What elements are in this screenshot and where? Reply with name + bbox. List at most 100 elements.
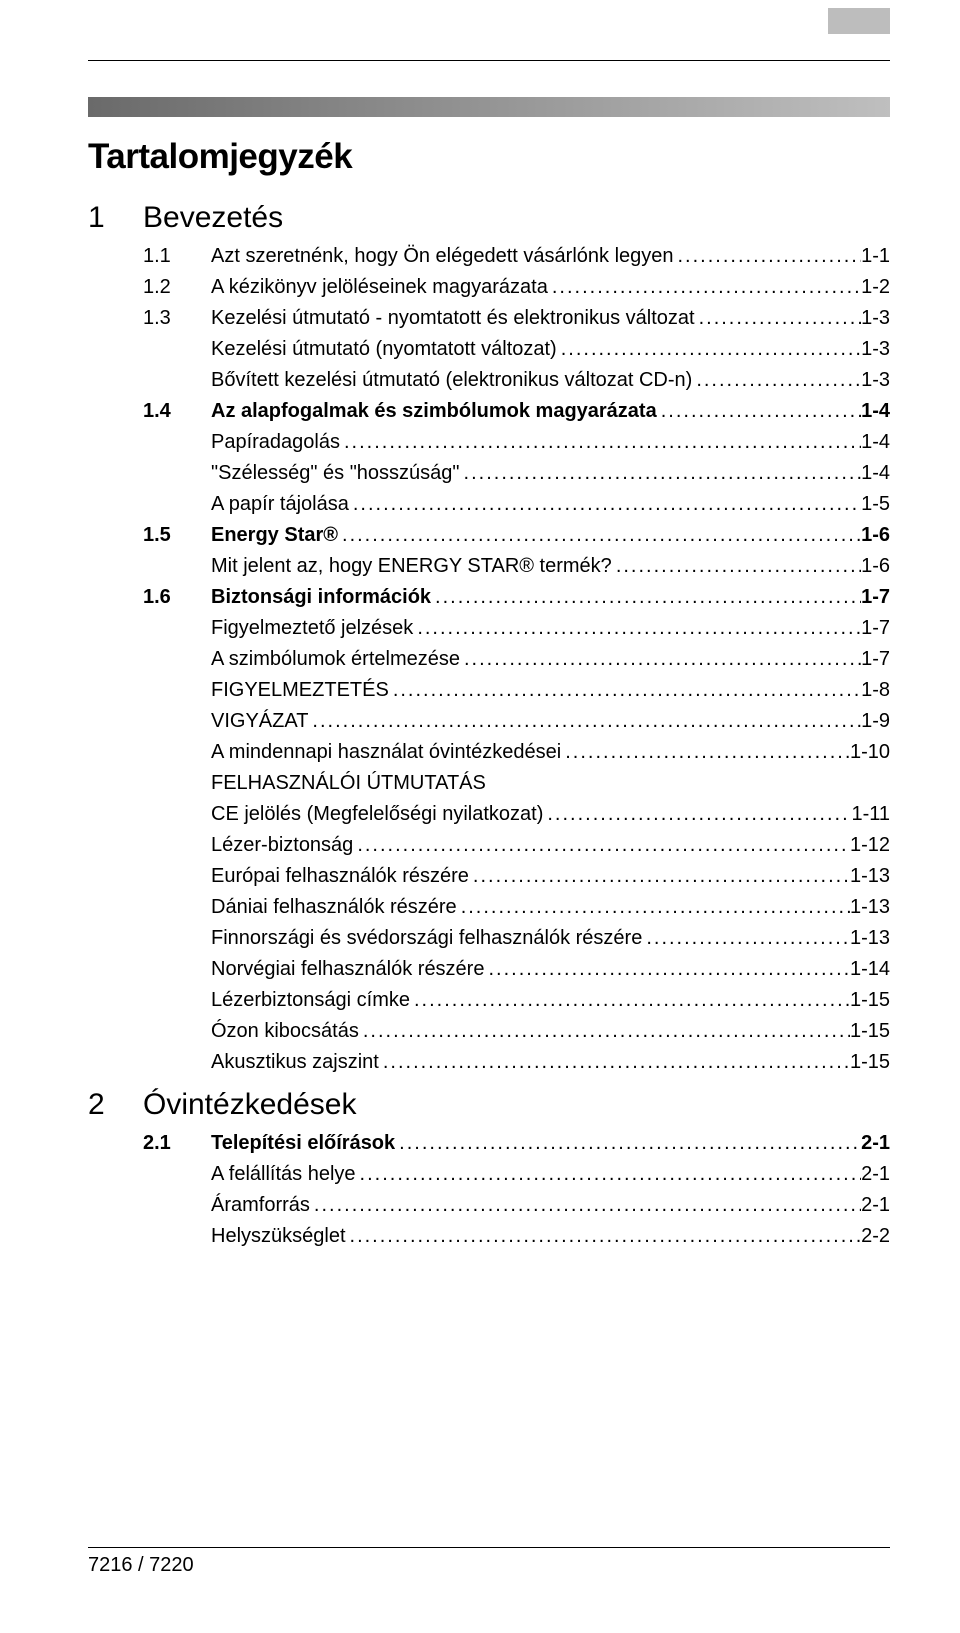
dot-leader	[379, 1047, 850, 1078]
toc-subsection: Ózon kibocsátás 1-15	[88, 1016, 890, 1047]
chapter-title: Óvintézkedések	[143, 1088, 356, 1122]
subsection-title: Bővített kezelési útmutató (elektronikus…	[211, 365, 692, 396]
dot-leader	[338, 520, 861, 551]
subsection-title: FELHASZNÁLÓI ÚTMUTATÁS	[211, 768, 486, 799]
document-page: Tartalomjegyzék 1Bevezetés1.1Azt szeretn…	[0, 0, 960, 1633]
toc-subsection: A felállítás helye 2-1	[88, 1159, 890, 1190]
subsection-title: Lézer-biztonság	[211, 830, 353, 861]
dot-leader	[310, 1190, 861, 1221]
subsection-title: Dániai felhasználók részére	[211, 892, 457, 923]
page-footer: 7216 / 7220	[88, 1547, 890, 1577]
page-number: 1-7	[861, 613, 890, 644]
dot-leader	[695, 303, 862, 334]
page-number: 1-13	[850, 923, 890, 954]
toc-section: 1.4Az alapfogalmak és szimbólumok magyar…	[88, 396, 890, 427]
section-number: 1.4	[143, 396, 211, 427]
toc-subsection: Finnországi és svédországi felhasználók …	[88, 923, 890, 954]
dot-leader	[395, 1128, 861, 1159]
page-number: 2-2	[861, 1221, 890, 1252]
toc-section: 1.1Azt szeretnénk, hogy Ön elégedett vás…	[88, 241, 890, 272]
section-title: A kézikönyv jelöléseinek magyarázata	[211, 272, 548, 303]
table-of-contents: 1Bevezetés1.1Azt szeretnénk, hogy Ön elé…	[88, 201, 890, 1252]
page-number: 1-11	[851, 799, 890, 830]
page-number: 1-15	[850, 1047, 890, 1078]
section-title: Telepítési előírások	[211, 1128, 395, 1159]
section-title: Energy Star®	[211, 520, 338, 551]
section-title: Az alapfogalmak és szimbólumok magyaráza…	[211, 396, 657, 427]
page-number: 1-1	[861, 241, 890, 272]
dot-leader	[359, 1016, 850, 1047]
section-number: 1.6	[143, 582, 211, 613]
footer-model-number: 7216 / 7220	[88, 1554, 890, 1577]
toc-subsection: Áramforrás 2-1	[88, 1190, 890, 1221]
page-number: 1-4	[861, 427, 890, 458]
page-number: 1-3	[861, 334, 890, 365]
toc-subsection: Papíradagolás 1-4	[88, 427, 890, 458]
dot-leader	[389, 675, 861, 706]
subsection-title: VIGYÁZAT	[211, 706, 308, 737]
subsection-title: Áramforrás	[211, 1190, 310, 1221]
subsection-title: Helyszükséglet	[211, 1221, 346, 1252]
section-title: Biztonsági információk	[211, 582, 431, 613]
toc-section: 2.1Telepítési előírások 2-1	[88, 1128, 890, 1159]
toc-subsection: A papír tájolása 1-5	[88, 489, 890, 520]
page-number: 1-5	[861, 489, 890, 520]
toc-subsection: A szimbólumok értelmezése 1-7	[88, 644, 890, 675]
toc-subsection: FELHASZNÁLÓI ÚTMUTATÁS	[88, 768, 890, 799]
subsection-title: CE jelölés (Megfelelőségi nyilatkozat)	[211, 799, 543, 830]
toc-section: 1.2A kézikönyv jelöléseinek magyarázata …	[88, 272, 890, 303]
section-number: 1.2	[143, 272, 211, 303]
section-number: 1.5	[143, 520, 211, 551]
dot-leader	[349, 489, 861, 520]
toc-subsection: Lézerbiztonsági címke 1-15	[88, 985, 890, 1016]
subsection-title: Finnországi és svédországi felhasználók …	[211, 923, 642, 954]
chapter-number: 2	[88, 1088, 143, 1122]
page-number: 1-4	[861, 396, 890, 427]
subsection-title: "Szélesség" és "hosszúság"	[211, 458, 460, 489]
section-title: Azt szeretnénk, hogy Ön elégedett vásárl…	[211, 241, 674, 272]
dot-leader	[460, 458, 862, 489]
section-number: 1.3	[143, 303, 211, 334]
page-number: 1-13	[850, 892, 890, 923]
page-number: 1-7	[861, 644, 890, 675]
toc-subsection: Mit jelent az, hogy ENERGY STAR® termék?…	[88, 551, 890, 582]
page-number: 1-3	[861, 365, 890, 396]
subsection-title: Akusztikus zajszint	[211, 1047, 379, 1078]
toc-section: 1.6Biztonsági információk 1-7	[88, 582, 890, 613]
dot-leader	[413, 613, 861, 644]
toc-subsection: Norvégiai felhasználók részére 1-14	[88, 954, 890, 985]
toc-subsection: Európai felhasználók részére 1-13	[88, 861, 890, 892]
page-number: 1-6	[861, 551, 890, 582]
toc-section: 1.5Energy Star® 1-6	[88, 520, 890, 551]
section-number: 1.1	[143, 241, 211, 272]
page-number: 2-1	[861, 1159, 890, 1190]
subsection-title: FIGYELMEZTETÉS	[211, 675, 389, 706]
toc-subsection: Dániai felhasználók részére 1-13	[88, 892, 890, 923]
page-number: 1-2	[861, 272, 890, 303]
toc-subsection: VIGYÁZAT 1-9	[88, 706, 890, 737]
subsection-title: Norvégiai felhasználók részére	[211, 954, 484, 985]
toc-section: 1.3Kezelési útmutató - nyomtatott és ele…	[88, 303, 890, 334]
dot-leader	[642, 923, 850, 954]
page-number: 1-15	[850, 1016, 890, 1047]
dot-leader	[543, 799, 851, 830]
section-number: 2.1	[143, 1128, 211, 1159]
subsection-title: Kezelési útmutató (nyomtatott változat)	[211, 334, 557, 365]
page-number: 1-10	[850, 737, 890, 768]
toc-chapter: 2Óvintézkedések	[88, 1088, 890, 1122]
subsection-title: A mindennapi használat óvintézkedései	[211, 737, 561, 768]
page-number: 1-6	[861, 520, 890, 551]
toc-subsection: Helyszükséglet 2-2	[88, 1221, 890, 1252]
subsection-title: Mit jelent az, hogy ENERGY STAR® termék?	[211, 551, 612, 582]
toc-subsection: Figyelmeztető jelzések 1-7	[88, 613, 890, 644]
toc-subsection: Kezelési útmutató (nyomtatott változat) …	[88, 334, 890, 365]
dot-leader	[469, 861, 850, 892]
subsection-title: Papíradagolás	[211, 427, 340, 458]
page-number: 1-8	[861, 675, 890, 706]
subsection-title: Lézerbiztonsági címke	[211, 985, 410, 1016]
dot-leader	[674, 241, 862, 272]
dot-leader	[561, 737, 850, 768]
page-tab-marker	[828, 8, 890, 34]
page-number: 1-9	[861, 706, 890, 737]
dot-leader	[557, 334, 861, 365]
